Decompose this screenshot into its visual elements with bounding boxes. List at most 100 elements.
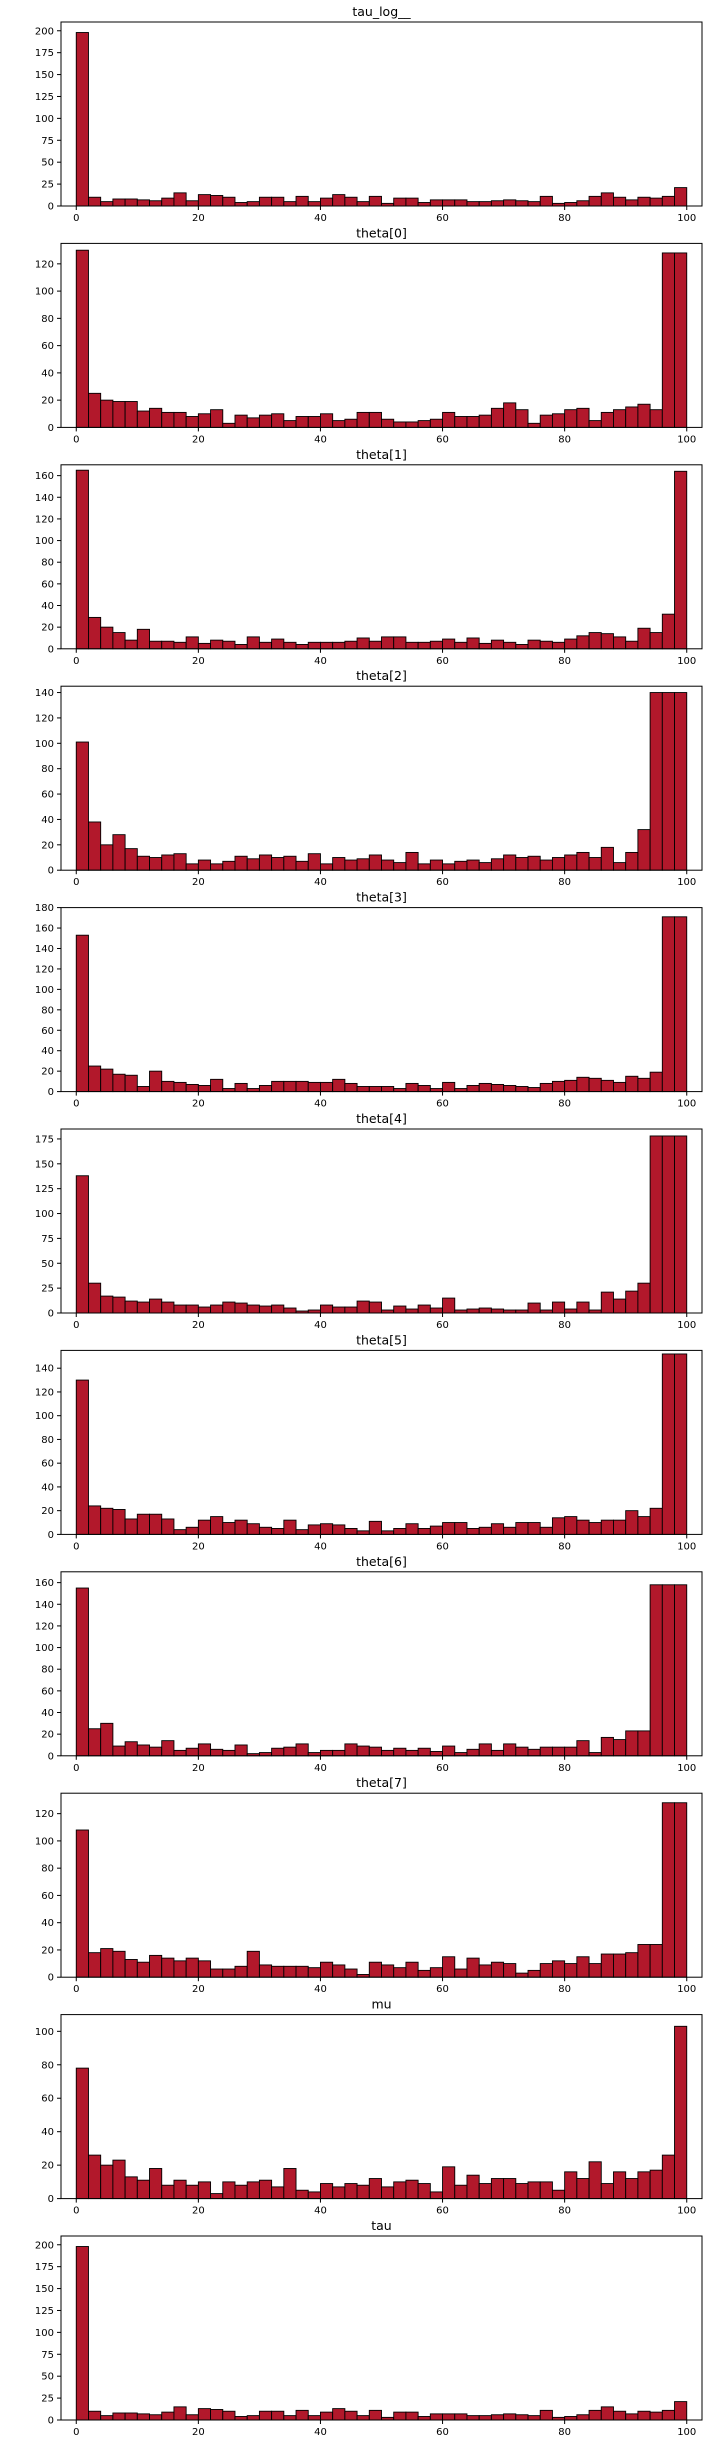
histogram-bar [600, 411, 614, 428]
histogram-bar [258, 641, 273, 650]
chart-title: theta[0] [356, 225, 407, 240]
histogram-bar [674, 1135, 688, 1314]
histogram-bar [539, 859, 553, 871]
histogram-bar [246, 1523, 260, 1535]
histogram-bar [320, 197, 334, 207]
histogram-bar [185, 1747, 199, 1757]
histogram-bar [661, 2154, 675, 2200]
histogram-bar [564, 1079, 578, 1093]
histogram-bar [429, 2413, 443, 2421]
histogram-bar [588, 195, 602, 207]
histogram-bar [625, 1290, 639, 1314]
chart-title: tau_log__ [352, 4, 411, 19]
histogram-bar [173, 641, 187, 650]
chart-panel-7: theta[6] 0 20 40 60 80 100 120 140 160 0 20 40 60 80 10… [35, 1554, 703, 1774]
histogram-bar [234, 1082, 248, 1093]
histogram-bar [625, 199, 639, 207]
histogram-bar [332, 2408, 346, 2421]
histogram-bar [210, 863, 224, 871]
histogram-bar [112, 1509, 126, 1535]
histogram-bar [173, 1529, 187, 1535]
histogram-bar [442, 638, 456, 650]
histogram-bar [625, 406, 639, 428]
y-tick-label: 20 [41, 1945, 54, 1956]
histogram-bar [478, 862, 492, 871]
histogram-bar [271, 1528, 285, 1535]
histogram-bar [307, 1524, 321, 1535]
histogram-bar [490, 1749, 505, 1757]
histogram-bar [576, 2414, 590, 2421]
histogram-bar [417, 1304, 431, 1314]
histogram-bar [661, 252, 675, 428]
x-tick-label: 60 [436, 1984, 449, 1995]
histogram-bar [112, 1073, 126, 1093]
histogram-bar [258, 1964, 273, 1978]
histogram-bar [588, 420, 602, 428]
histogram-bar [515, 1972, 529, 1978]
histogram-bar [161, 1518, 175, 1535]
y-tick-label: 120 [35, 514, 54, 525]
histogram-bar [368, 640, 382, 650]
histogram-bar [393, 862, 407, 871]
histogram-bar [258, 2179, 273, 2200]
histogram-bar [258, 2410, 273, 2421]
histogram-bar [564, 638, 578, 650]
x-tick-label: 100 [677, 213, 696, 224]
histogram-bar [613, 196, 627, 207]
y-tick-label: 120 [35, 259, 54, 270]
histogram-bar [344, 1528, 358, 1535]
y-tick-label: 100 [35, 2027, 54, 2038]
y-tick-label: 0 [48, 202, 54, 213]
histogram-bar [332, 2186, 346, 2200]
chart-panel-4: theta[3] 0 20 40 60 80 100 120 140 160 180 0 20 40 60 8… [35, 890, 703, 1110]
x-tick-label: 20 [192, 1763, 205, 1774]
histogram-bar [637, 403, 651, 428]
histogram-bar [136, 628, 150, 650]
y-tick-label: 60 [41, 2094, 54, 2105]
histogram-bar [588, 1963, 602, 1978]
histogram-bar [637, 1516, 651, 1535]
histogram-bar [185, 636, 199, 650]
y-tick-label: 140 [35, 493, 54, 504]
histogram-bar [393, 1528, 407, 1535]
y-tick-label: 80 [41, 1435, 54, 1446]
axes-frame [60, 685, 703, 871]
histogram-bar [527, 1087, 541, 1093]
y-tick-label: 120 [35, 964, 54, 975]
x-tick-label: 60 [436, 656, 449, 667]
y-tick-label: 100 [35, 739, 54, 750]
y-tick-label: 150 [35, 2284, 54, 2295]
histogram-bar [88, 392, 102, 428]
y-tick-label: 150 [35, 1159, 54, 1170]
histogram-bar [210, 2409, 224, 2421]
histogram-bar [88, 821, 102, 871]
histogram-bar [613, 1739, 627, 1757]
histogram-bar [551, 1517, 566, 1535]
histogram-bar [75, 1587, 89, 1757]
axes-frame [60, 21, 703, 207]
histogram-bar [258, 854, 273, 871]
histogram-bar [478, 1082, 492, 1093]
histogram-bar [368, 1961, 382, 1978]
histogram-bar [600, 1953, 614, 1978]
y-tick-label: 0 [48, 1087, 54, 1098]
histogram-bar [283, 855, 297, 871]
histogram-bar [161, 2411, 175, 2421]
x-tick-label: 0 [73, 2206, 79, 2217]
y-tick-label: 100 [35, 1836, 54, 1847]
histogram-bar [515, 1746, 529, 1757]
histogram-bar [539, 2181, 553, 2200]
histogram-bar [551, 2189, 566, 2200]
histogram-bar [661, 613, 675, 650]
histogram-bar [588, 2161, 602, 2200]
histogram-bar [112, 834, 126, 871]
y-tick-label: 40 [41, 601, 54, 612]
histogram-bar [674, 2025, 688, 2200]
histogram-bar [417, 202, 431, 207]
histogram-bar [75, 2067, 89, 2200]
histogram-bar [588, 1077, 602, 1093]
histogram-bar [271, 1747, 285, 1757]
y-tick-label: 100 [35, 1643, 54, 1654]
histogram-bar [490, 858, 505, 871]
histogram-bar [185, 200, 199, 207]
